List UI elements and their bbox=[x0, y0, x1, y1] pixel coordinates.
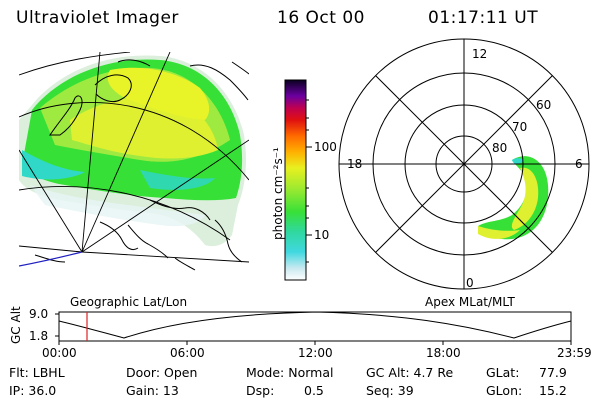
instrument-title: Ultraviolet Imager bbox=[16, 8, 179, 28]
status-glon-label: GLon: bbox=[486, 383, 523, 398]
colorbar-ticks bbox=[306, 99, 312, 263]
status-mode: Mode: Normal bbox=[246, 365, 334, 380]
geo-map-caption: Geographic Lat/Lon bbox=[70, 295, 188, 309]
date-label: 16 Oct 00 bbox=[277, 8, 365, 28]
colorbar bbox=[284, 79, 307, 281]
status-dsp-label: Dsp: bbox=[246, 383, 275, 398]
timeline-tick-1200: 12:00 bbox=[298, 346, 333, 360]
polar-ring-80: 80 bbox=[492, 141, 508, 155]
colorbar-unit-label: photon cm⁻²s⁻¹ bbox=[271, 147, 285, 240]
timeline-ylabel: GC Alt bbox=[9, 306, 23, 344]
polar-plot bbox=[338, 38, 590, 290]
status-seq: Seq: 39 bbox=[366, 383, 414, 398]
status-flt: Flt: LBHL bbox=[9, 365, 65, 380]
timeline-ymin: 1.8 bbox=[29, 329, 49, 343]
polar-label-18: 18 bbox=[347, 157, 363, 171]
timeline-tick-0000: 00:00 bbox=[42, 346, 77, 360]
polar-caption: Apex MLat/MLT bbox=[425, 295, 515, 309]
polar-ring-70: 70 bbox=[512, 120, 528, 134]
altitude-timeline bbox=[55, 311, 572, 345]
status-gain: Gain: 13 bbox=[126, 383, 179, 398]
lat-lon-grid bbox=[19, 52, 249, 263]
status-glat-label: GLat: bbox=[486, 365, 520, 380]
timeline-tick-2359: 23:59 bbox=[557, 346, 592, 360]
coastlines bbox=[34, 59, 249, 271]
status-glat-value: 77.9 bbox=[539, 365, 567, 380]
colorbar-tick-10: 10 bbox=[314, 228, 330, 242]
status-dsp-value: 0.5 bbox=[304, 383, 324, 398]
geographic-map bbox=[19, 52, 249, 271]
time-label: 01:17:11 UT bbox=[428, 8, 539, 28]
polar-label-6: 6 bbox=[575, 157, 583, 171]
timeline-ymax: 9.0 bbox=[29, 307, 49, 321]
polar-ring-60: 60 bbox=[536, 98, 552, 112]
status-door: Door: Open bbox=[126, 365, 198, 380]
status-glon-value: 15.2 bbox=[539, 383, 567, 398]
status-gc-alt: GC Alt: 4.7 Re bbox=[366, 365, 454, 380]
timeline-tick-0600: 06:00 bbox=[170, 346, 205, 360]
colorbar-tick-100: 100 bbox=[314, 140, 337, 154]
timeline-tick-1800: 18:00 bbox=[426, 346, 461, 360]
polar-label-0: 0 bbox=[466, 276, 474, 290]
status-ip: IP: 36.0 bbox=[9, 383, 57, 398]
polar-label-12: 12 bbox=[472, 47, 488, 61]
